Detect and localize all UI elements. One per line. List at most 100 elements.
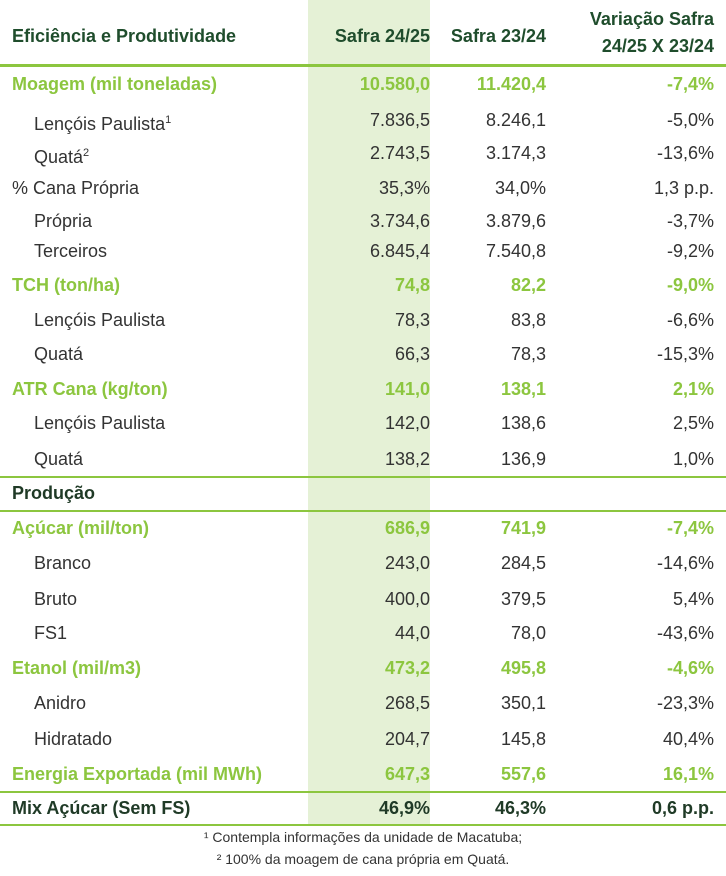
rule [0,510,726,512]
row-label: Açúcar (mil/ton) [12,518,150,538]
header-cell: Safra 23/24 [450,26,546,46]
row-value: 7.836,5 [369,110,430,130]
row-value: 141,0 [384,379,430,399]
row-label: FS1 [34,623,68,643]
row-value: -6,6% [666,310,714,330]
row-label: Lençóis Paulista [34,413,166,433]
row-label: Produção [12,483,96,503]
row-value: 46,3% [494,798,546,818]
row-value: -7,4% [666,518,714,538]
row-label: Hidratado [34,729,113,749]
row-label: Anidro [34,693,87,713]
row-value: -23,3% [656,693,714,713]
header-cell: 24/25 X 23/24 [601,36,714,56]
row-value: -15,3% [656,344,714,364]
row-value: 40,4% [662,729,714,749]
row-label: Quatá [34,449,84,469]
row-value: 82,2 [510,275,546,295]
row-label: Lençóis Paulista [34,310,166,330]
row-value: 3.174,3 [485,143,546,163]
row-value: 204,7 [384,729,430,749]
row-value: 2,5% [672,413,714,433]
header-cell: Safra 24/25 [334,26,430,46]
row-value: 78,0 [510,623,546,643]
row-value: 1,0% [672,449,714,469]
row-value: 138,1 [500,379,546,399]
rule [0,824,726,826]
row-label: Própria [34,211,93,231]
row-value: 44,0 [394,623,430,643]
row-value: 78,3 [394,310,430,330]
row-label: Terceiros [34,241,108,261]
row-value: 16,1% [662,764,714,784]
row-value: 11.420,4 [476,74,546,94]
row-value: 400,0 [384,589,430,609]
row-value: 3.734,6 [369,211,430,231]
row-label: Bruto [34,589,78,609]
row-value: 495,8 [500,658,546,678]
header-cell: Variação Safra [589,9,714,29]
row-label: % Cana Própria [12,178,140,198]
highlight-column [308,0,430,825]
row-value: 2.743,5 [369,143,430,163]
row-label: Quatá2 [34,147,90,167]
row-value: -5,0% [666,110,714,130]
row-value: 268,5 [384,693,430,713]
row-value: 35,3% [378,178,430,198]
row-value: 1,3 p.p. [653,178,714,198]
rule [0,476,726,478]
row-value: 6.845,4 [369,241,430,261]
row-value: -9,2% [666,241,714,261]
row-label: Energia Exportada (mil MWh) [12,764,263,784]
row-value: 138,2 [384,449,430,469]
row-value: -43,6% [656,623,714,643]
row-value: 2,1% [672,379,714,399]
row-value: 557,6 [500,764,546,784]
row-value: -4,6% [666,658,714,678]
row-label: Mix Açúcar (Sem FS) [12,798,191,818]
header-cell: Eficiência e Produtividade [12,26,237,46]
row-value: 78,3 [510,344,546,364]
row-value: 350,1 [500,693,546,713]
row-value: 3.879,6 [485,211,546,231]
row-value: -9,0% [666,275,714,295]
row-label: Quatá [34,344,84,364]
row-value: 379,5 [500,589,546,609]
row-value: 34,0% [494,178,546,198]
row-value: -3,7% [666,211,714,231]
row-value: 741,9 [500,518,546,538]
row-value: 7.540,8 [485,241,546,261]
footnote-ref: 2 [83,147,90,159]
rule [0,64,726,67]
footnote: ² 100% da moagem de cana própria em Quat… [216,851,510,867]
row-label: Lençóis Paulista1 [34,114,172,134]
row-value: 473,2 [384,658,430,678]
row-label: Etanol (mil/m3) [12,658,142,678]
row-value: 243,0 [384,553,430,573]
row-value: -13,6% [656,143,714,163]
row-label: Moagem (mil toneladas) [12,74,218,94]
row-value: 136,9 [500,449,546,469]
row-value: -14,6% [656,553,714,573]
row-value: 686,9 [384,518,430,538]
row-value: 74,8 [394,275,430,295]
row-label: TCH (ton/ha) [12,275,120,295]
row-value: 142,0 [384,413,430,433]
row-value: 8.246,1 [485,110,546,130]
row-value: 647,3 [384,764,430,784]
row-value: 46,9% [378,798,430,818]
rule [0,791,726,793]
row-value: 138,6 [500,413,546,433]
row-value: 145,8 [500,729,546,749]
footnote: ¹ Contempla informações da unidade de Ma… [203,829,523,845]
row-value: 5,4% [672,589,714,609]
row-value: 284,5 [500,553,546,573]
row-value: 66,3 [394,344,430,364]
footnote-ref: 1 [165,114,172,126]
row-value: 0,6 p.p. [651,798,714,818]
row-label: Branco [34,553,92,573]
row-label: ATR Cana (kg/ton) [12,379,168,399]
row-value: 10.580,0 [359,74,430,94]
row-value: -7,4% [666,74,714,94]
